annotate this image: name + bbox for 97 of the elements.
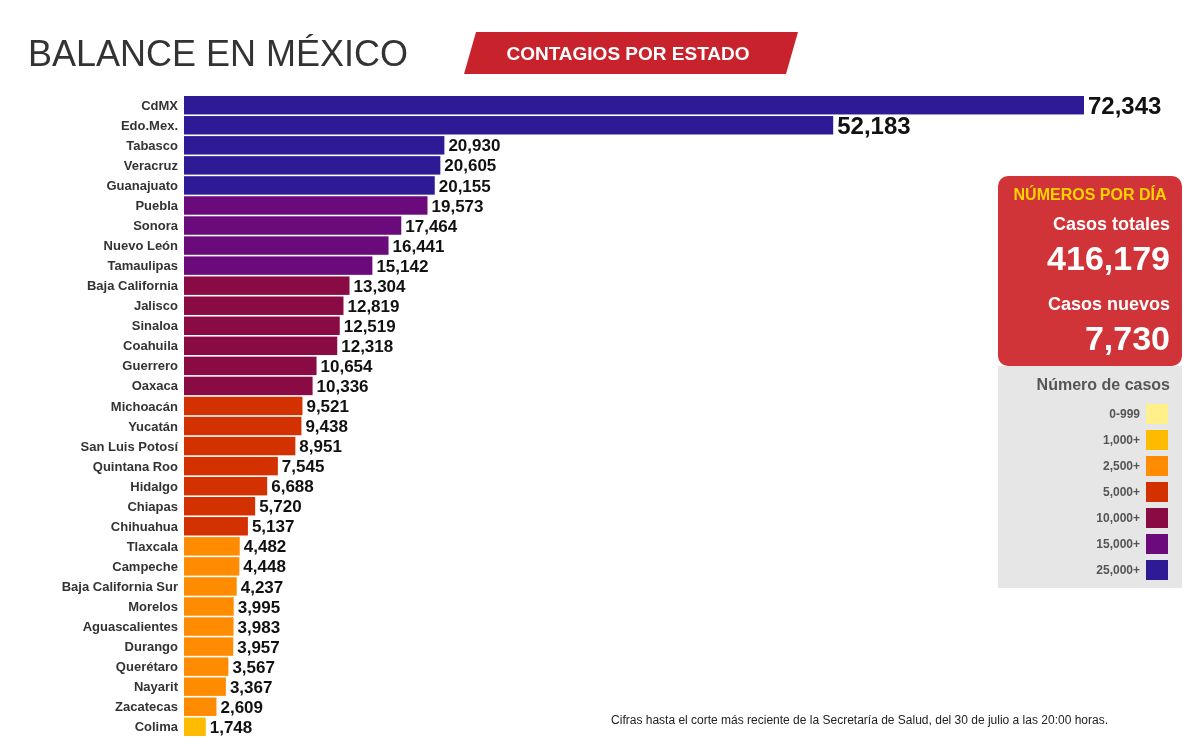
legend-label: 0-999 <box>1109 407 1141 422</box>
data-label: 20,605 <box>444 156 497 176</box>
y-tick-label: Chihuahua <box>110 518 179 534</box>
data-label: 20,155 <box>438 176 491 196</box>
y-tick-label: Michoacán <box>110 398 179 414</box>
annotation: Cifras hasta el corte más reciente de la Secretaría de Salud, del 30 de julio a las 20:00 horas. <box>611 713 1108 727</box>
y-tick-label: CdMX <box>141 97 179 113</box>
data-label: 16,441 <box>392 236 445 256</box>
y-tick-label: Durango <box>124 639 179 655</box>
data-label: 20,930 <box>448 136 501 156</box>
data-label: 10,336 <box>316 377 369 397</box>
data-label: 3,995 <box>237 597 281 617</box>
data-label: 19,573 <box>431 196 484 216</box>
bar <box>184 416 302 436</box>
y-tick-label: Nayarit <box>133 679 179 695</box>
data-label: 9,521 <box>306 397 349 417</box>
y-tick-label: Aguascalientes <box>82 619 178 635</box>
legend-title: Número de casos <box>1036 376 1171 393</box>
y-tick-label: Chiapas <box>127 498 178 514</box>
y-tick-label: Nuevo León <box>103 238 179 254</box>
legend-label: 15,000+ <box>1096 537 1140 552</box>
legend-label: 10,000+ <box>1096 511 1140 526</box>
bar <box>184 476 268 496</box>
y-tick-label: Edo.Mex. <box>120 117 178 133</box>
y-tick-label: Puebla <box>135 198 179 214</box>
bar <box>184 376 313 396</box>
legend-label: 1,000+ <box>1102 433 1140 448</box>
y-tick-label: Guanajuato <box>106 177 179 193</box>
data-label: 52,183 <box>837 111 911 139</box>
y-tick-label: Coahuila <box>123 338 179 354</box>
y-tick-label: Hidalgo <box>130 478 179 494</box>
y-tick-label: Colima <box>134 719 179 735</box>
y-tick-label: Querétaro <box>115 659 179 675</box>
bar <box>184 276 350 295</box>
y-tick-label: Baja California <box>86 278 179 294</box>
data-label: 12,519 <box>343 316 396 336</box>
data-label: 2,609 <box>220 697 263 717</box>
chart-title: BALANCE EN MÉXICO <box>28 33 409 74</box>
y-tick-label: Baja California Sur <box>61 578 178 594</box>
bar <box>184 356 317 376</box>
data-label: 9,438 <box>305 417 348 437</box>
y-tick-label: Quintana Roo <box>92 458 179 474</box>
data-label: 17,464 <box>405 216 458 236</box>
legend-label: 5,000+ <box>1102 485 1140 500</box>
data-label: 4,482 <box>243 537 287 557</box>
y-tick-label: Tlaxcala <box>126 538 179 554</box>
data-label: 3,983 <box>237 617 281 637</box>
y-tick-label: Tamaulipas <box>107 258 178 274</box>
bar <box>184 396 303 416</box>
text: 7,730 <box>1084 319 1170 357</box>
y-tick-label: Oaxaca <box>131 378 179 394</box>
bar <box>184 116 834 135</box>
annotation: 416,179 <box>1047 239 1170 277</box>
data-label: 8,951 <box>299 437 342 457</box>
y-tick-label: Guerrero <box>122 358 179 374</box>
data-label: 1,748 <box>209 717 253 737</box>
y-tick-label: Morelos <box>128 599 178 615</box>
data-label: 6,688 <box>271 477 314 497</box>
legend-label: 25,000+ <box>1096 563 1140 578</box>
y-tick-label: Veracruz <box>123 157 179 173</box>
data-label: 4,237 <box>240 577 284 597</box>
annotation: Casos totales <box>1052 214 1170 234</box>
y-tick-label: Zacatecas <box>115 699 178 715</box>
bar <box>184 96 1084 115</box>
bar <box>184 436 296 456</box>
annotation: Casos nuevos <box>1047 294 1170 314</box>
data-label: 5,720 <box>259 497 302 517</box>
bar <box>184 517 248 536</box>
chart-subtitle: CONTAGIOS POR ESTADO <box>506 43 750 64</box>
y-tick-label: Tabasco <box>126 137 179 153</box>
y-tick-label: Sonora <box>133 218 179 234</box>
bar <box>184 296 344 315</box>
data-label: 7,545 <box>281 457 325 477</box>
data-label: 10,654 <box>320 356 374 376</box>
data-label: 3,567 <box>232 657 275 677</box>
bar <box>184 456 278 476</box>
legend-label: 2,500+ <box>1102 459 1140 474</box>
data-label: 5,137 <box>251 517 295 537</box>
data-label: 4,448 <box>243 557 286 577</box>
y-tick-label: San Luis Potosí <box>80 438 179 454</box>
data-label: 72,343 <box>1088 91 1162 119</box>
data-label: 13,304 <box>353 276 407 296</box>
bar <box>184 336 338 356</box>
data-label: 12,318 <box>341 336 394 356</box>
y-tick-label: Jalisco <box>133 298 179 314</box>
data-label: 12,819 <box>347 296 400 316</box>
data-label: 15,142 <box>376 256 429 276</box>
data-label: 3,957 <box>237 637 280 657</box>
bar <box>184 697 217 716</box>
annotation: NÚMEROS POR DÍA <box>1013 185 1167 203</box>
bar <box>184 717 206 736</box>
y-tick-label: Sinaloa <box>131 318 179 334</box>
bar <box>184 497 256 516</box>
y-tick-label: Campeche <box>112 558 178 574</box>
y-tick-label: Yucatán <box>128 418 179 434</box>
data-label: 3,367 <box>229 677 273 697</box>
bar <box>184 316 340 335</box>
